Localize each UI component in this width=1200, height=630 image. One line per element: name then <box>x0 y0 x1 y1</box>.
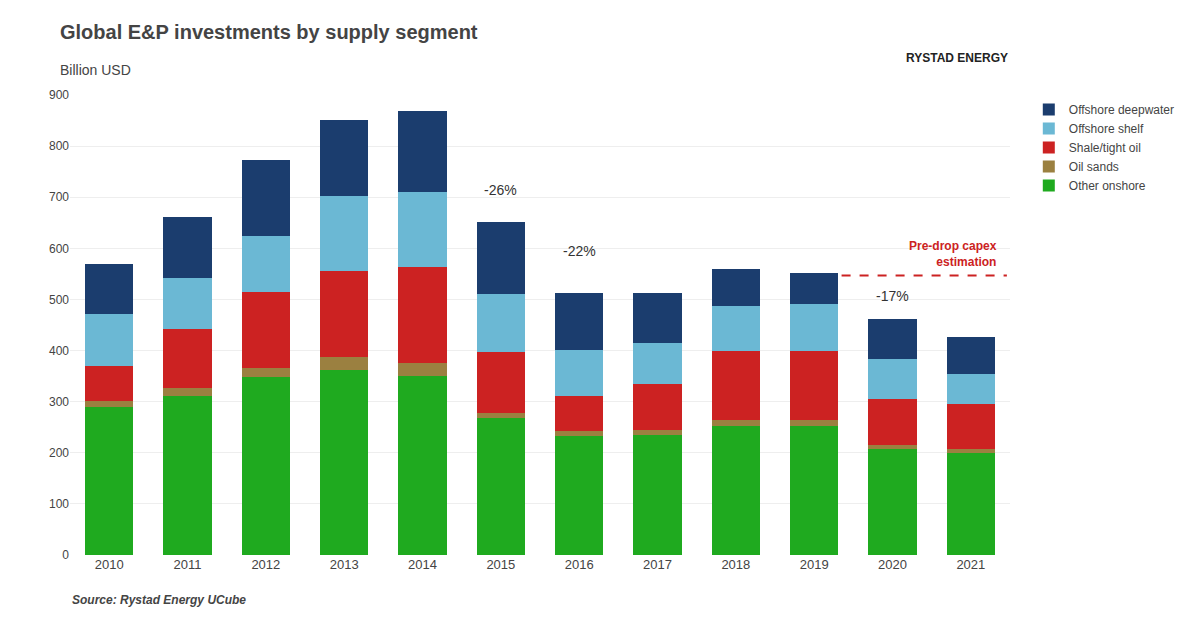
svg-text:0: 0 <box>62 548 69 562</box>
svg-text:Pre-drop capexestimation: Pre-drop capexestimation <box>909 239 997 269</box>
svg-text:Oil sands: Oil sands <box>1069 160 1119 174</box>
svg-text:2018: 2018 <box>721 557 750 572</box>
svg-text:700: 700 <box>49 190 69 204</box>
svg-text:2011: 2011 <box>174 557 202 572</box>
svg-text:Other onshore: Other onshore <box>1069 179 1146 193</box>
svg-text:2020: 2020 <box>878 557 907 572</box>
svg-text:2014: 2014 <box>408 557 437 572</box>
svg-text:2012: 2012 <box>251 557 280 572</box>
svg-text:900: 900 <box>49 88 69 102</box>
svg-text:-22%: -22% <box>563 243 596 259</box>
svg-text:600: 600 <box>49 242 69 256</box>
svg-text:Source: Rystad Energy UCube: Source: Rystad Energy UCube <box>72 593 246 607</box>
svg-text:Global E&P investments by supp: Global E&P investments by supply segment <box>60 21 478 43</box>
svg-text:Offshore deepwater: Offshore deepwater <box>1069 103 1174 117</box>
svg-text:Shale/tight oil: Shale/tight oil <box>1069 141 1141 155</box>
svg-text:100: 100 <box>49 497 69 511</box>
svg-text:2016: 2016 <box>565 557 594 572</box>
svg-text:800: 800 <box>49 139 69 153</box>
svg-text:2013: 2013 <box>330 557 359 572</box>
svg-text:Offshore shelf: Offshore shelf <box>1069 122 1144 136</box>
svg-text:RYSTAD ENERGY: RYSTAD ENERGY <box>906 51 1008 65</box>
svg-text:400: 400 <box>49 344 69 358</box>
svg-text:300: 300 <box>49 395 69 409</box>
svg-text:Billion USD: Billion USD <box>60 62 131 78</box>
svg-text:2010: 2010 <box>95 557 124 572</box>
svg-text:-17%: -17% <box>876 288 909 304</box>
svg-text:2021: 2021 <box>956 557 985 572</box>
svg-text:200: 200 <box>49 446 69 460</box>
svg-text:2019: 2019 <box>800 557 829 572</box>
svg-text:2017: 2017 <box>643 557 672 572</box>
svg-text:500: 500 <box>49 293 69 307</box>
svg-text:-26%: -26% <box>484 182 517 198</box>
svg-text:2015: 2015 <box>486 557 515 572</box>
